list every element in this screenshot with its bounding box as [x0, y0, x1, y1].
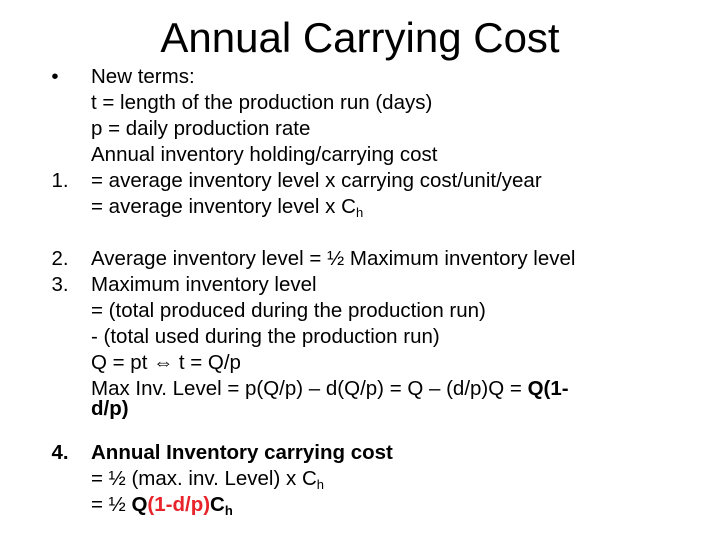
text-line-max-inv-formula: Max Inv. Level = p(Q/p) – d(Q/p) = Q – (…: [91, 376, 569, 402]
text-line-max-inv-formula-cont: d/p): [91, 397, 129, 420]
text-fragment-bold: Q(1-: [527, 377, 569, 400]
text-fragment-bold: C: [210, 493, 225, 516]
text-line-t-definition: t = length of the production run (days): [91, 91, 433, 114]
bullet-marker: •: [51, 65, 59, 88]
text-line-new-terms: New terms:: [91, 65, 195, 88]
subscript-h: h: [355, 205, 364, 220]
text-line-max-inventory-level: Maximum inventory level: [91, 273, 317, 296]
text-fragment-red: (1-d/p): [147, 493, 211, 516]
text-fragment: t = Q/p: [178, 351, 241, 374]
list-marker-3: 3.: [51, 273, 69, 296]
double-arrow-icon: ⇔: [153, 351, 174, 374]
text-line-total-produced: = (total produced during the production …: [91, 299, 486, 322]
text-fragment: = average inventory level x C: [91, 195, 356, 218]
text-line-annual-carrying-cost: Annual Inventory carrying cost: [91, 441, 393, 464]
subscript-h: h: [224, 503, 233, 518]
text-fragment-bold: Q: [131, 493, 148, 516]
list-marker-4: 4.: [51, 441, 69, 464]
text-fragment: = ½ (max. inv. Level) x C: [91, 467, 317, 490]
text-fragment: Q = pt: [91, 351, 148, 374]
list-marker-2: 2.: [51, 247, 69, 270]
slide-title: Annual Carrying Cost: [160, 14, 560, 61]
text-line-half-max-ch: = ½ (max. inv. Level) x Ch: [91, 466, 324, 492]
text-line-final-formula: = ½ Q(1-d/p)Ch: [91, 492, 233, 518]
list-marker-1: 1.: [51, 169, 69, 192]
text-line-total-used: - (total used during the production run): [91, 325, 440, 348]
text-line-average-half-max: Average inventory level = ½ Maximum inve…: [91, 247, 576, 270]
text-line-average-level-ch: = average inventory level x Ch: [91, 194, 363, 220]
text-line-annual-holding-cost: Annual inventory holding/carrying cost: [91, 143, 438, 166]
text-fragment: = ½: [91, 493, 132, 516]
text-line-q-equals-pt: Q = pt ⇔ t = Q/p: [91, 350, 241, 376]
text-fragment: Max Inv. Level = p(Q/p) – d(Q/p) = Q – (…: [91, 377, 528, 400]
subscript-h: h: [316, 477, 324, 492]
text-line-average-level-cost: = average inventory level x carrying cos…: [91, 169, 542, 192]
text-line-p-definition: p = daily production rate: [91, 117, 311, 140]
